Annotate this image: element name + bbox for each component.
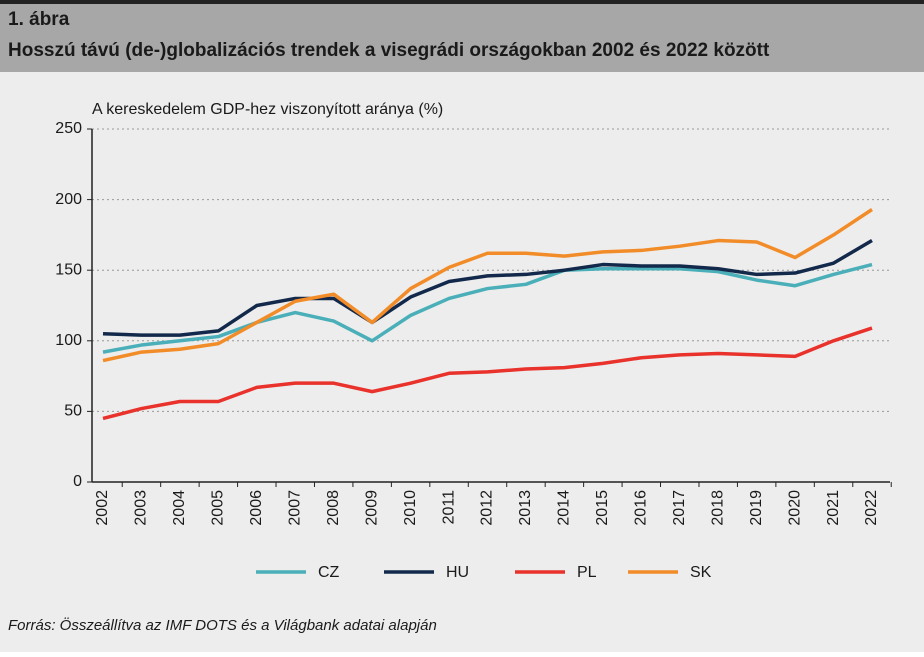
x-tick-label: 2003 (133, 490, 150, 526)
legend-label: CZ (318, 564, 340, 581)
x-tick-label: 2004 (171, 490, 188, 526)
series-line (102, 208, 873, 363)
x-tick-label: 2008 (325, 490, 342, 526)
x-tick-label: 2020 (786, 490, 803, 526)
x-tick-label: 2015 (594, 490, 611, 526)
y-tick-label: 100 (55, 332, 82, 349)
x-tick-label: 2016 (633, 490, 650, 526)
x-tick-label: 2010 (402, 490, 419, 526)
x-tick-label: 2017 (671, 490, 688, 526)
legend-label: SK (690, 564, 712, 581)
y-axis-label: A kereskedelem GDP-hez viszonyított arán… (92, 101, 443, 118)
figure-label: 1. ábra (8, 9, 70, 30)
x-tick-label: 2006 (248, 490, 265, 526)
x-tick-label: 2011 (440, 490, 457, 525)
x-tick-label: 2021 (825, 490, 842, 526)
y-tick-label: 250 (55, 120, 82, 137)
x-tick-label: 2005 (210, 490, 227, 526)
y-tick-label: 200 (55, 191, 82, 208)
y-tick-label: 50 (64, 403, 82, 420)
x-tick-label: 2007 (286, 490, 303, 526)
chart-title: Hosszú távú (de-)globalizációs trendek a… (8, 40, 770, 61)
x-tick-label: 2018 (709, 490, 726, 526)
source-note: Forrás: Összeállítva az IMF DOTS és a Vi… (8, 616, 437, 634)
x-tick-label: 2002 (94, 490, 111, 526)
series-line (102, 239, 873, 337)
y-tick-label: 0 (73, 473, 82, 490)
legend-label: PL (577, 564, 597, 581)
header-band (0, 4, 924, 72)
x-tick-label: 2013 (517, 490, 534, 526)
x-tick-label: 2019 (748, 490, 765, 526)
x-tick-label: 2012 (479, 490, 496, 526)
series-line (102, 262, 873, 354)
y-tick-label: 150 (55, 261, 82, 278)
legend-label: HU (446, 564, 469, 581)
x-tick-label: 2022 (863, 490, 880, 526)
x-tick-label: 2014 (556, 490, 573, 526)
x-tick-label: 2009 (363, 490, 380, 526)
header-border (0, 0, 924, 4)
series-line (102, 326, 873, 421)
